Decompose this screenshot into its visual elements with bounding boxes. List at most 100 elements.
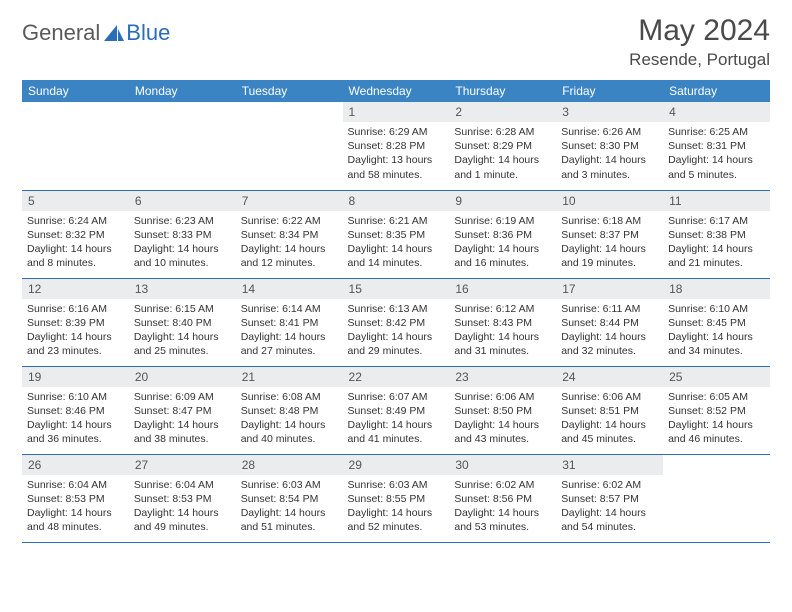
calendar-day-cell: 3Sunrise: 6:26 AMSunset: 8:30 PMDaylight…: [556, 102, 663, 190]
day-number: 16: [449, 279, 556, 299]
calendar-day-cell: 7Sunrise: 6:22 AMSunset: 8:34 PMDaylight…: [236, 190, 343, 278]
day-number: 12: [22, 279, 129, 299]
day-number: 8: [343, 191, 450, 211]
day-number: 29: [343, 455, 450, 475]
day-number: 15: [343, 279, 450, 299]
calendar-week-row: 26Sunrise: 6:04 AMSunset: 8:53 PMDayligh…: [22, 454, 770, 542]
month-title: May 2024: [629, 14, 770, 48]
title-block: May 2024 Resende, Portugal: [629, 14, 770, 70]
calendar-day-cell: 30Sunrise: 6:02 AMSunset: 8:56 PMDayligh…: [449, 454, 556, 542]
calendar-day-cell: 26Sunrise: 6:04 AMSunset: 8:53 PMDayligh…: [22, 454, 129, 542]
calendar-day-cell: 16Sunrise: 6:12 AMSunset: 8:43 PMDayligh…: [449, 278, 556, 366]
day-number: 27: [129, 455, 236, 475]
weekday-header: Wednesday: [343, 80, 450, 102]
day-info: Sunrise: 6:10 AMSunset: 8:46 PMDaylight:…: [22, 387, 129, 451]
day-info: Sunrise: 6:09 AMSunset: 8:47 PMDaylight:…: [129, 387, 236, 451]
calendar-day-cell: 19Sunrise: 6:10 AMSunset: 8:46 PMDayligh…: [22, 366, 129, 454]
day-number: 18: [663, 279, 770, 299]
day-info: Sunrise: 6:29 AMSunset: 8:28 PMDaylight:…: [343, 122, 450, 186]
brand-sail-icon: [104, 25, 124, 41]
day-info: Sunrise: 6:10 AMSunset: 8:45 PMDaylight:…: [663, 299, 770, 363]
day-number: 25: [663, 367, 770, 387]
day-info: Sunrise: 6:05 AMSunset: 8:52 PMDaylight:…: [663, 387, 770, 451]
calendar-day-cell: 8Sunrise: 6:21 AMSunset: 8:35 PMDaylight…: [343, 190, 450, 278]
day-info: Sunrise: 6:22 AMSunset: 8:34 PMDaylight:…: [236, 211, 343, 275]
day-info: Sunrise: 6:23 AMSunset: 8:33 PMDaylight:…: [129, 211, 236, 275]
calendar-week-row: 5Sunrise: 6:24 AMSunset: 8:32 PMDaylight…: [22, 190, 770, 278]
day-info: Sunrise: 6:24 AMSunset: 8:32 PMDaylight:…: [22, 211, 129, 275]
day-number: 3: [556, 102, 663, 122]
day-info: Sunrise: 6:19 AMSunset: 8:36 PMDaylight:…: [449, 211, 556, 275]
calendar-day-cell: 5Sunrise: 6:24 AMSunset: 8:32 PMDaylight…: [22, 190, 129, 278]
calendar-day-cell: 22Sunrise: 6:07 AMSunset: 8:49 PMDayligh…: [343, 366, 450, 454]
day-info: Sunrise: 6:06 AMSunset: 8:50 PMDaylight:…: [449, 387, 556, 451]
day-number: 19: [22, 367, 129, 387]
day-number: 7: [236, 191, 343, 211]
day-info: Sunrise: 6:28 AMSunset: 8:29 PMDaylight:…: [449, 122, 556, 186]
day-info: Sunrise: 6:14 AMSunset: 8:41 PMDaylight:…: [236, 299, 343, 363]
day-info: Sunrise: 6:21 AMSunset: 8:35 PMDaylight:…: [343, 211, 450, 275]
calendar-day-cell: 14Sunrise: 6:14 AMSunset: 8:41 PMDayligh…: [236, 278, 343, 366]
calendar-day-cell: 17Sunrise: 6:11 AMSunset: 8:44 PMDayligh…: [556, 278, 663, 366]
day-number: 23: [449, 367, 556, 387]
calendar-day-cell: 28Sunrise: 6:03 AMSunset: 8:54 PMDayligh…: [236, 454, 343, 542]
brand-logo: General Blue: [22, 20, 170, 46]
day-info: Sunrise: 6:07 AMSunset: 8:49 PMDaylight:…: [343, 387, 450, 451]
calendar-day-cell: 2Sunrise: 6:28 AMSunset: 8:29 PMDaylight…: [449, 102, 556, 190]
calendar-day-cell: 21Sunrise: 6:08 AMSunset: 8:48 PMDayligh…: [236, 366, 343, 454]
day-info: Sunrise: 6:26 AMSunset: 8:30 PMDaylight:…: [556, 122, 663, 186]
calendar-day-cell: 9Sunrise: 6:19 AMSunset: 8:36 PMDaylight…: [449, 190, 556, 278]
day-number: 24: [556, 367, 663, 387]
calendar-head: SundayMondayTuesdayWednesdayThursdayFrid…: [22, 80, 770, 102]
day-number: 13: [129, 279, 236, 299]
header: General Blue May 2024 Resende, Portugal: [22, 14, 770, 70]
day-info: Sunrise: 6:08 AMSunset: 8:48 PMDaylight:…: [236, 387, 343, 451]
day-info: Sunrise: 6:17 AMSunset: 8:38 PMDaylight:…: [663, 211, 770, 275]
day-info: Sunrise: 6:11 AMSunset: 8:44 PMDaylight:…: [556, 299, 663, 363]
day-info: Sunrise: 6:06 AMSunset: 8:51 PMDaylight:…: [556, 387, 663, 451]
calendar-day-cell: 12Sunrise: 6:16 AMSunset: 8:39 PMDayligh…: [22, 278, 129, 366]
weekday-header: Thursday: [449, 80, 556, 102]
weekday-header: Sunday: [22, 80, 129, 102]
day-number: 9: [449, 191, 556, 211]
day-number: 11: [663, 191, 770, 211]
weekday-header: Saturday: [663, 80, 770, 102]
day-info: Sunrise: 6:03 AMSunset: 8:55 PMDaylight:…: [343, 475, 450, 539]
weekday-header: Monday: [129, 80, 236, 102]
calendar-day-cell: [236, 102, 343, 190]
day-info: Sunrise: 6:02 AMSunset: 8:57 PMDaylight:…: [556, 475, 663, 539]
calendar-day-cell: [129, 102, 236, 190]
day-number: 2: [449, 102, 556, 122]
weekday-header: Friday: [556, 80, 663, 102]
calendar-day-cell: 6Sunrise: 6:23 AMSunset: 8:33 PMDaylight…: [129, 190, 236, 278]
day-info: Sunrise: 6:25 AMSunset: 8:31 PMDaylight:…: [663, 122, 770, 186]
day-number: 28: [236, 455, 343, 475]
day-info: Sunrise: 6:18 AMSunset: 8:37 PMDaylight:…: [556, 211, 663, 275]
weekday-header: Tuesday: [236, 80, 343, 102]
day-number: 6: [129, 191, 236, 211]
calendar-week-row: 1Sunrise: 6:29 AMSunset: 8:28 PMDaylight…: [22, 102, 770, 190]
day-number: 30: [449, 455, 556, 475]
calendar-day-cell: 1Sunrise: 6:29 AMSunset: 8:28 PMDaylight…: [343, 102, 450, 190]
day-info: Sunrise: 6:13 AMSunset: 8:42 PMDaylight:…: [343, 299, 450, 363]
calendar-table: SundayMondayTuesdayWednesdayThursdayFrid…: [22, 80, 770, 543]
calendar-day-cell: [22, 102, 129, 190]
brand-blue: Blue: [126, 20, 170, 46]
day-info: Sunrise: 6:12 AMSunset: 8:43 PMDaylight:…: [449, 299, 556, 363]
calendar-day-cell: 25Sunrise: 6:05 AMSunset: 8:52 PMDayligh…: [663, 366, 770, 454]
calendar-day-cell: 15Sunrise: 6:13 AMSunset: 8:42 PMDayligh…: [343, 278, 450, 366]
day-info: Sunrise: 6:02 AMSunset: 8:56 PMDaylight:…: [449, 475, 556, 539]
day-number: 20: [129, 367, 236, 387]
calendar-day-cell: 24Sunrise: 6:06 AMSunset: 8:51 PMDayligh…: [556, 366, 663, 454]
day-info: Sunrise: 6:16 AMSunset: 8:39 PMDaylight:…: [22, 299, 129, 363]
calendar-day-cell: 10Sunrise: 6:18 AMSunset: 8:37 PMDayligh…: [556, 190, 663, 278]
calendar-day-cell: 13Sunrise: 6:15 AMSunset: 8:40 PMDayligh…: [129, 278, 236, 366]
day-number: 1: [343, 102, 450, 122]
day-number: 10: [556, 191, 663, 211]
calendar-day-cell: 27Sunrise: 6:04 AMSunset: 8:53 PMDayligh…: [129, 454, 236, 542]
day-number: 4: [663, 102, 770, 122]
day-number: 26: [22, 455, 129, 475]
day-info: Sunrise: 6:03 AMSunset: 8:54 PMDaylight:…: [236, 475, 343, 539]
day-info: Sunrise: 6:15 AMSunset: 8:40 PMDaylight:…: [129, 299, 236, 363]
day-number: 17: [556, 279, 663, 299]
